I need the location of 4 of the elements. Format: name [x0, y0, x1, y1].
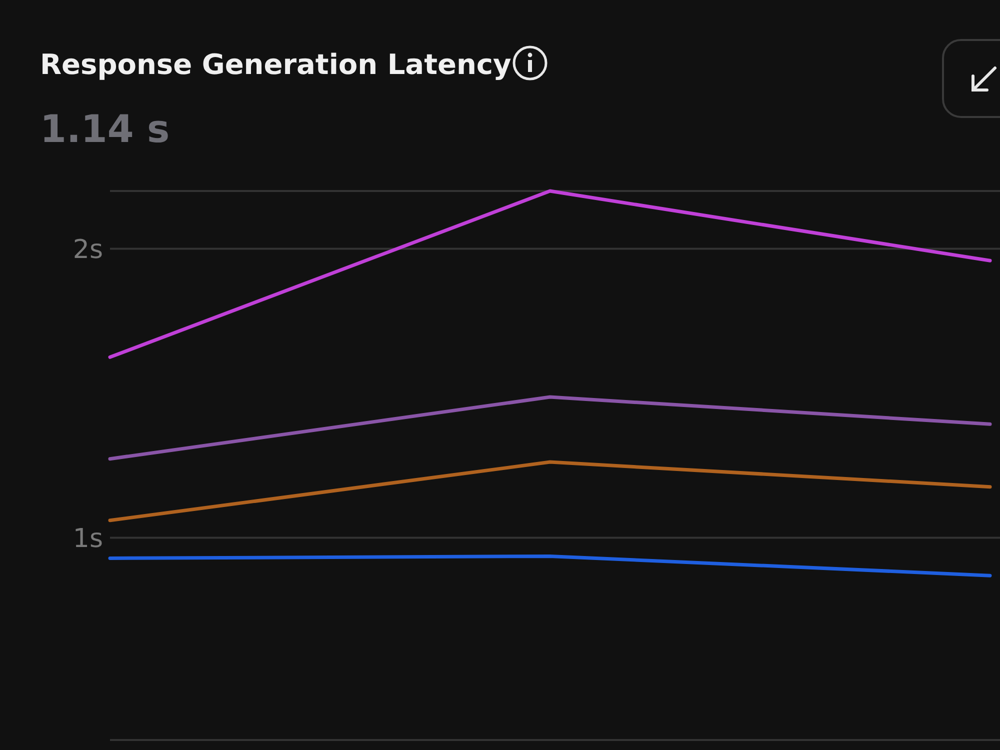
chart-title: Response Generation Latency: [40, 48, 512, 81]
y-tick-label: 1s: [72, 524, 103, 554]
y-tick-label: 2s: [72, 234, 103, 265]
chart-subtitle: 1.14 s: [40, 107, 170, 151]
